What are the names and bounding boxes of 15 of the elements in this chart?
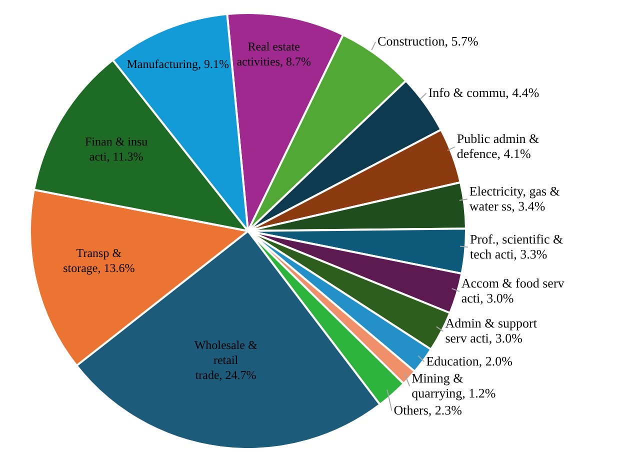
slice-label: Manufacturing, 9.1%	[126, 56, 230, 71]
slice-label: Admin & support serv acti, 3.0%	[445, 316, 538, 346]
slice-label: Finan & insu acti, 11.3%	[84, 134, 148, 164]
slice-label: Info & commu, 4.4%	[428, 84, 540, 100]
slice-label: Others, 2.3%	[394, 402, 462, 418]
slice-label: Electricity, gas & water ss, 3.4%	[469, 183, 560, 214]
slice-label: Accom & food serv acti, 3.0%	[461, 276, 565, 306]
slice-label: Transp & storage, 13.6%	[63, 246, 135, 276]
slice-label: Real estate activities, 8.7%	[236, 40, 312, 69]
slice-label: Wholesale & retail trade, 24.7%	[194, 338, 258, 382]
slice-label: Construction, 5.7%	[378, 34, 478, 49]
slice-label: Public admin & defence, 4.1%	[456, 131, 540, 162]
slice-label: Education, 2.0%	[426, 353, 513, 368]
slice-label: Mining & quarrying, 1.2%	[412, 370, 496, 400]
slice-label: Prof., scientific & tech acti, 3.3%	[470, 231, 564, 262]
